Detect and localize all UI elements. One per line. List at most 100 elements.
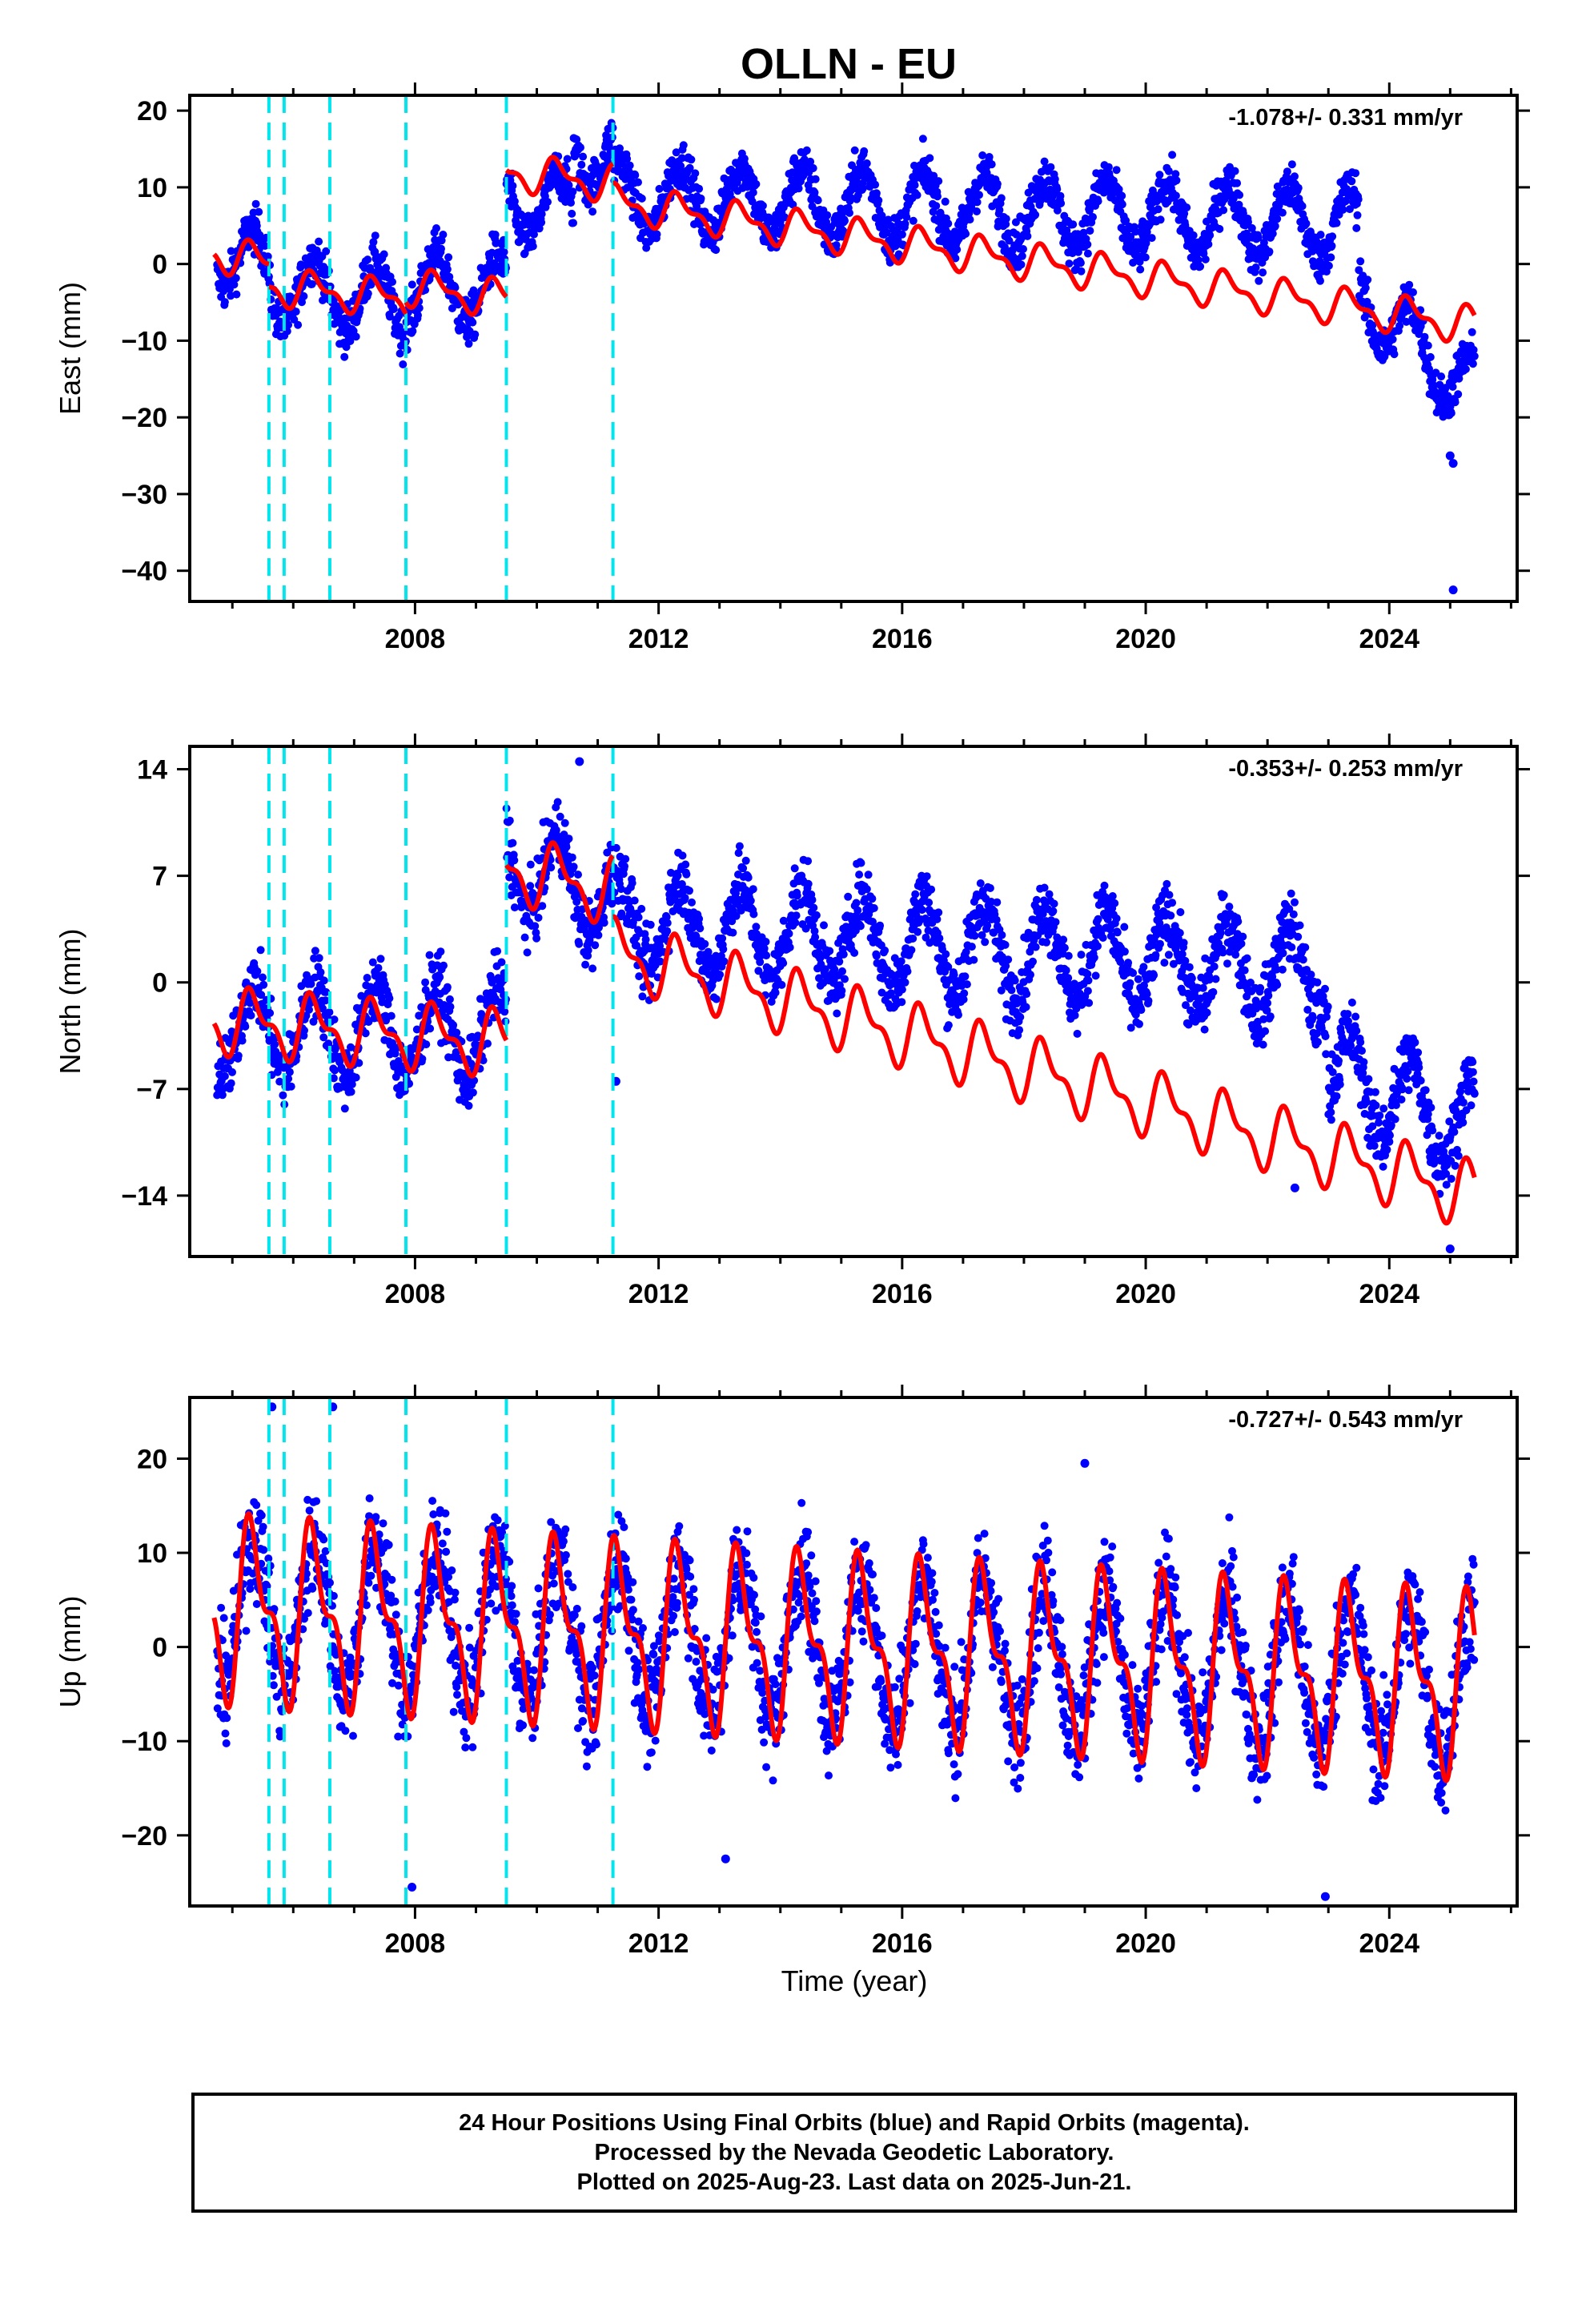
observation-point <box>572 135 581 144</box>
observation-point <box>469 286 478 295</box>
observation-point <box>1120 947 1129 956</box>
observation-point <box>718 934 727 943</box>
observation-point <box>468 318 477 327</box>
observation-point <box>1461 365 1470 373</box>
observation-point <box>944 1021 953 1030</box>
model-fit-line <box>212 237 271 278</box>
observation-point <box>911 890 920 899</box>
observation-point <box>944 963 953 971</box>
observation-point <box>1448 383 1457 391</box>
observation-point <box>809 164 817 172</box>
observation-outlier <box>1448 585 1458 595</box>
observation-point <box>1261 1027 1270 1035</box>
observation-point <box>379 250 388 259</box>
observation-point <box>537 210 546 219</box>
plot-area <box>212 95 1479 601</box>
observation-point <box>1301 943 1310 951</box>
observation-point <box>1265 247 1274 256</box>
y-tick-label: −20 <box>121 403 167 433</box>
observation-point <box>500 1007 509 1016</box>
observation-point <box>998 931 1006 939</box>
observation-point <box>329 1074 338 1083</box>
observation-point <box>837 987 846 995</box>
observation-point <box>425 951 434 959</box>
observation-point <box>464 1101 473 1110</box>
observation-point <box>1164 167 1173 175</box>
observation-point <box>790 864 799 873</box>
observation-point <box>256 946 265 955</box>
observation-point <box>1060 943 1069 952</box>
observation-point <box>391 1049 400 1058</box>
observation-point <box>835 957 844 966</box>
observation-point <box>234 1051 243 1060</box>
observation-point <box>544 198 552 207</box>
observation-point <box>1266 1012 1275 1021</box>
observation-point <box>591 941 600 950</box>
observation-point <box>1050 899 1058 908</box>
observation-point <box>993 179 1002 188</box>
observation-point <box>1186 1006 1195 1015</box>
observation-point <box>1162 879 1171 888</box>
observation-point <box>1038 910 1047 919</box>
observation-point <box>792 911 801 920</box>
observation-point <box>1289 910 1298 919</box>
observation-point <box>634 178 642 187</box>
observation-point <box>220 1072 229 1080</box>
observation-point <box>882 228 891 237</box>
observation-point <box>1294 932 1303 941</box>
observation-points <box>213 119 1479 595</box>
observation-point <box>1156 215 1165 224</box>
observation-point <box>1287 160 1296 169</box>
observation-point <box>1437 372 1446 381</box>
observation-point <box>363 255 372 264</box>
observation-point <box>316 968 325 977</box>
observation-point <box>810 927 819 935</box>
observation-point <box>1094 197 1102 206</box>
observation-point <box>1015 1026 1024 1035</box>
observation-point <box>635 972 644 981</box>
observation-point <box>1076 259 1085 267</box>
observation-point <box>1356 257 1365 266</box>
observation-point <box>901 219 909 228</box>
observation-point <box>247 1011 255 1019</box>
observation-point <box>869 904 878 912</box>
observation-point <box>688 898 696 907</box>
observation-point <box>1273 980 1282 989</box>
observation-point <box>970 955 978 964</box>
observation-point <box>1328 232 1337 241</box>
observation-point <box>734 849 743 858</box>
observation-point <box>811 175 820 183</box>
observation-point <box>568 853 576 862</box>
observation-point <box>1215 224 1224 233</box>
observation-point <box>804 857 813 866</box>
observation-point <box>630 896 639 905</box>
observation-point <box>510 903 519 912</box>
observation-point <box>357 991 366 1000</box>
observation-point <box>1316 231 1325 239</box>
observation-point <box>1313 978 1322 987</box>
observation-point <box>812 911 821 919</box>
observation-point <box>388 278 396 286</box>
observation-point <box>505 816 514 825</box>
observation-point <box>508 838 517 847</box>
observation-point <box>1090 953 1098 962</box>
observation-point <box>641 935 650 944</box>
observation-point <box>1323 1003 1332 1011</box>
observation-point <box>712 246 721 255</box>
observation-point <box>1231 951 1240 959</box>
observation-point <box>789 200 797 209</box>
observation-point <box>437 244 445 253</box>
observation-point <box>926 154 934 163</box>
observation-point <box>1203 1008 1211 1017</box>
observation-point <box>319 976 328 985</box>
observation-point <box>300 1026 308 1035</box>
observation-point <box>973 207 981 215</box>
observation-point <box>1430 381 1438 390</box>
observation-point <box>1327 253 1335 262</box>
observation-point <box>771 988 780 997</box>
observation-point <box>1155 171 1164 179</box>
observation-point <box>1079 228 1088 237</box>
observation-point <box>695 184 704 193</box>
observation-point <box>729 928 737 937</box>
observation-point <box>944 219 953 228</box>
